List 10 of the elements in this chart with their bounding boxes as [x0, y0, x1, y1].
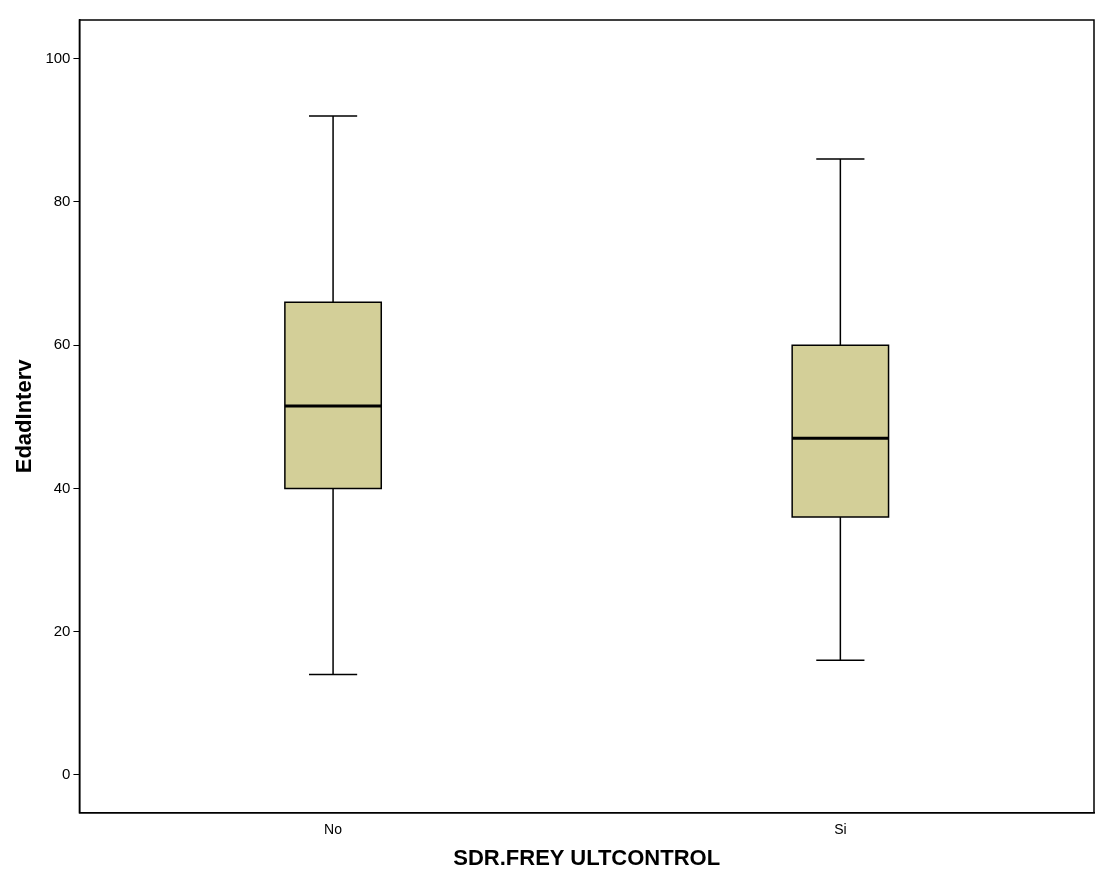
y-axis-title: EdadInterv	[11, 358, 37, 474]
y-tick-label: 20	[53, 621, 71, 639]
x-axis-title: SDR.FREY ULTCONTROL	[453, 844, 721, 870]
y-tick-label: 60	[53, 335, 71, 353]
x-tick-label: Si	[834, 821, 847, 838]
x-tick-label: No	[324, 821, 343, 838]
y-tick-label: 80	[53, 192, 71, 210]
y-tick-label: 0	[62, 764, 71, 782]
y-tick-label: 40	[53, 478, 71, 496]
y-tick-label: 100	[45, 48, 71, 66]
